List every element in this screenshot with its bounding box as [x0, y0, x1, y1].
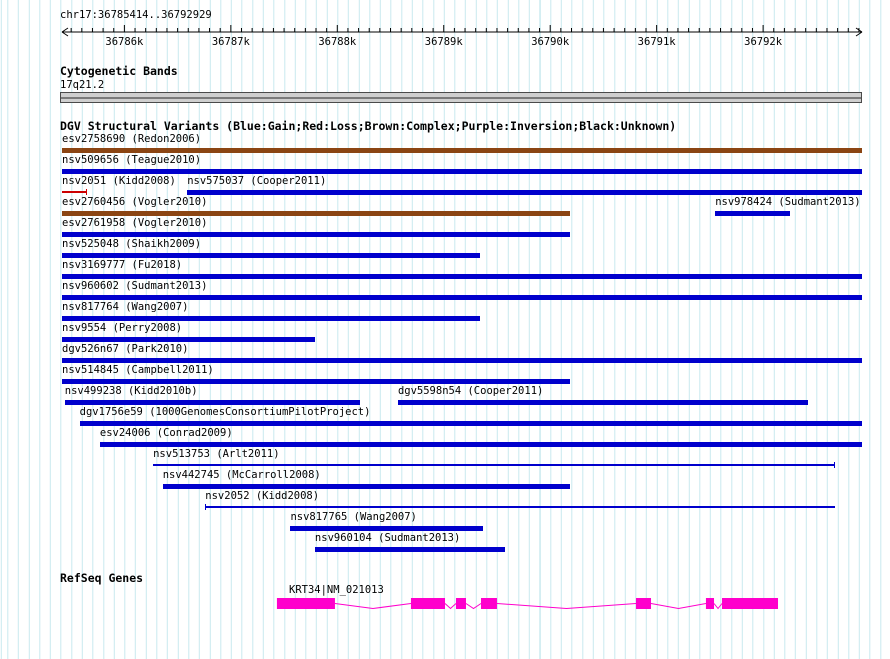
- variant-bar[interactable]: [62, 191, 88, 193]
- variant-bar[interactable]: [79, 421, 862, 426]
- variant-bar[interactable]: [62, 253, 480, 258]
- variant-label[interactable]: nsv817764 (Wang2007): [62, 301, 189, 313]
- ruler-tick-label: 36792k: [744, 36, 783, 48]
- gene-structure[interactable]: [0, 594, 890, 616]
- exon-box[interactable]: [705, 598, 715, 609]
- exon-box[interactable]: [635, 598, 652, 609]
- ruler-tick-label: 36791k: [638, 36, 677, 48]
- variant-label[interactable]: nsv442745 (McCarroll2008): [162, 469, 321, 481]
- exon-box[interactable]: [455, 598, 466, 609]
- variant-label[interactable]: nsv514845 (Campbell2011): [62, 364, 214, 376]
- variant-label[interactable]: dgv1756e59 (1000GenomesConsortiumPilotPr…: [79, 406, 371, 418]
- variant-label[interactable]: dgv5598n54 (Cooper2011): [397, 385, 544, 397]
- intron-line[interactable]: [465, 603, 482, 610]
- dgv-section-title: DGV Structural Variants (Blue:Gain;Red:L…: [60, 119, 677, 133]
- ruler-tick-label: 36789k: [425, 36, 464, 48]
- variant-label[interactable]: nsv2052 (Kidd2008): [205, 490, 320, 502]
- intron-line[interactable]: [713, 603, 723, 610]
- variant-bar[interactable]: [62, 379, 571, 384]
- variant-bar[interactable]: [290, 526, 484, 531]
- variant-label[interactable]: esv2758690 (Redon2006): [62, 133, 202, 145]
- ruler-tick-label: 36790k: [531, 36, 570, 48]
- variant-label[interactable]: nsv513753 (Arlt2011): [153, 448, 280, 460]
- exon-box[interactable]: [410, 598, 446, 609]
- variant-bar[interactable]: [187, 190, 862, 195]
- variant-bar[interactable]: [62, 169, 862, 174]
- variant-bar[interactable]: [62, 232, 571, 237]
- cytoband-bar[interactable]: [60, 92, 862, 103]
- variant-bar[interactable]: [715, 211, 790, 216]
- variant-label[interactable]: esv2761958 (Vogler2010): [62, 217, 208, 229]
- variant-label[interactable]: nsv509656 (Teague2010): [62, 154, 202, 166]
- intron-line[interactable]: [496, 603, 637, 610]
- ruler-tick-label: 36787k: [212, 36, 251, 48]
- ruler-arrowhead: [61, 31, 69, 37]
- variant-label[interactable]: nsv960104 (Sudmant2013): [314, 532, 461, 544]
- variant-bar[interactable]: [62, 211, 571, 216]
- ruler-tick-label: 36788k: [318, 36, 357, 48]
- exon-box[interactable]: [481, 598, 497, 609]
- variant-bar[interactable]: [205, 506, 835, 508]
- variant-label[interactable]: esv24006 (Conrad2009): [99, 427, 233, 439]
- variant-bar[interactable]: [64, 400, 360, 405]
- coordinate-ruler: 36786k 36787k 36788k 36789k 36790k 36791k 3679…: [61, 25, 863, 48]
- variant-label[interactable]: nsv575037 (Cooper2011): [187, 175, 327, 187]
- exon-box[interactable]: [276, 598, 335, 609]
- refseq-section-title: RefSeq Genes: [60, 571, 144, 585]
- intron-line[interactable]: [334, 603, 412, 610]
- variant-bar[interactable]: [314, 547, 505, 552]
- variant-bar[interactable]: [397, 400, 808, 405]
- variant-label[interactable]: nsv3169777 (Fu2018): [62, 259, 183, 271]
- variant-bar[interactable]: [153, 464, 835, 466]
- variant-bar[interactable]: [62, 337, 315, 342]
- variant-bar[interactable]: [62, 358, 862, 363]
- ruler-tick-label: 36786k: [105, 36, 144, 48]
- variant-label[interactable]: nsv525048 (Shaikh2009): [62, 238, 202, 250]
- variant-label[interactable]: nsv9554 (Perry2008): [62, 322, 183, 334]
- gene-label[interactable]: KRT34|NM_021013: [289, 584, 384, 596]
- region-label: chr17:36785414..36792929: [60, 9, 212, 21]
- variant-label[interactable]: dgv526n67 (Park2010): [62, 343, 189, 355]
- intron-line[interactable]: [444, 603, 457, 610]
- variant-label[interactable]: nsv2051 (Kidd2008): [62, 175, 176, 187]
- ruler-arrowhead: [61, 27, 69, 33]
- variant-label[interactable]: nsv817765 (Wang2007): [290, 511, 417, 523]
- variant-bar[interactable]: [62, 274, 862, 279]
- variant-bar[interactable]: [62, 148, 862, 153]
- variant-label[interactable]: nsv978424 (Sudmant2013): [715, 196, 861, 208]
- intron-line[interactable]: [650, 603, 707, 610]
- variant-bar[interactable]: [99, 442, 862, 447]
- variant-bar[interactable]: [162, 484, 571, 489]
- variant-bar[interactable]: [62, 316, 480, 321]
- cytoband-name[interactable]: 17q21.2: [60, 79, 105, 91]
- cytoband-section-title: Cytogenetic Bands: [60, 64, 178, 78]
- exon-box[interactable]: [722, 598, 779, 609]
- variant-label[interactable]: nsv960602 (Sudmant2013): [62, 280, 208, 292]
- variant-label[interactable]: nsv499238 (Kidd2010b): [64, 385, 198, 397]
- variant-label[interactable]: esv2760456 (Vogler2010): [62, 196, 208, 208]
- variant-bar[interactable]: [62, 295, 862, 300]
- ruler-arrowhead: [855, 31, 863, 37]
